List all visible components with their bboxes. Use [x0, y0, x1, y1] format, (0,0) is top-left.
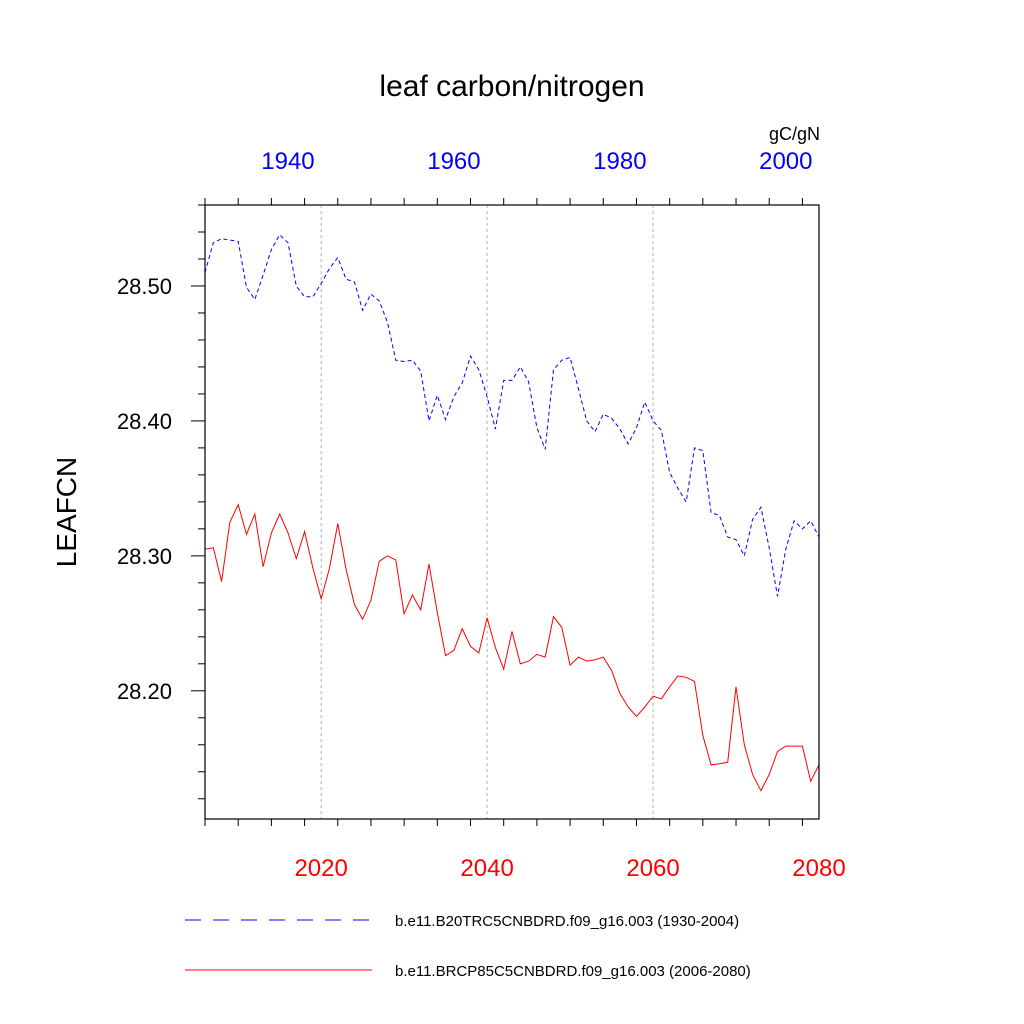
- units-label: gC/gN: [769, 124, 820, 144]
- legend-label-blue: b.e11.B20TRC5CNBDRD.f09_g16.003 (1930-20…: [395, 913, 739, 930]
- bottom-tick-label: 2060: [626, 855, 679, 882]
- bottom-tick-label: 2080: [792, 855, 845, 882]
- y-tick-label: 28.20: [117, 679, 172, 704]
- bottom-tick-label: 2020: [294, 855, 347, 882]
- plot-frame: [204, 204, 820, 820]
- y-tick-label: 28.30: [117, 544, 172, 569]
- top-tick-label: 1960: [427, 148, 480, 175]
- grid-lines: [320, 205, 654, 819]
- axis-ticks: 28.20 28.30 28.40 28.50 2020 2040 2060 2080 1940…: [117, 148, 846, 882]
- top-tick-label: 2000: [759, 148, 812, 175]
- y-tick-label: 28.50: [117, 274, 172, 299]
- bottom-tick-label: 2040: [460, 855, 513, 882]
- series-line-rcp85: [204, 503, 820, 792]
- legend-label-red: b.e11.BRCP85C5CNBDRD.f09_g16.003 (2006-2…: [395, 963, 751, 980]
- legend: b.e11.B20TRC5CNBDRD.f09_g16.003 (1930-20…: [185, 913, 751, 980]
- series-lines: [204, 233, 820, 792]
- chart-title: leaf carbon/nitrogen: [379, 70, 644, 103]
- top-tick-label: 1980: [593, 148, 646, 175]
- top-tick-label: 1940: [261, 148, 314, 175]
- y-tick-label: 28.40: [117, 409, 172, 434]
- y-axis-label: LEAFCN: [51, 457, 82, 567]
- series-line-historical: [204, 233, 820, 597]
